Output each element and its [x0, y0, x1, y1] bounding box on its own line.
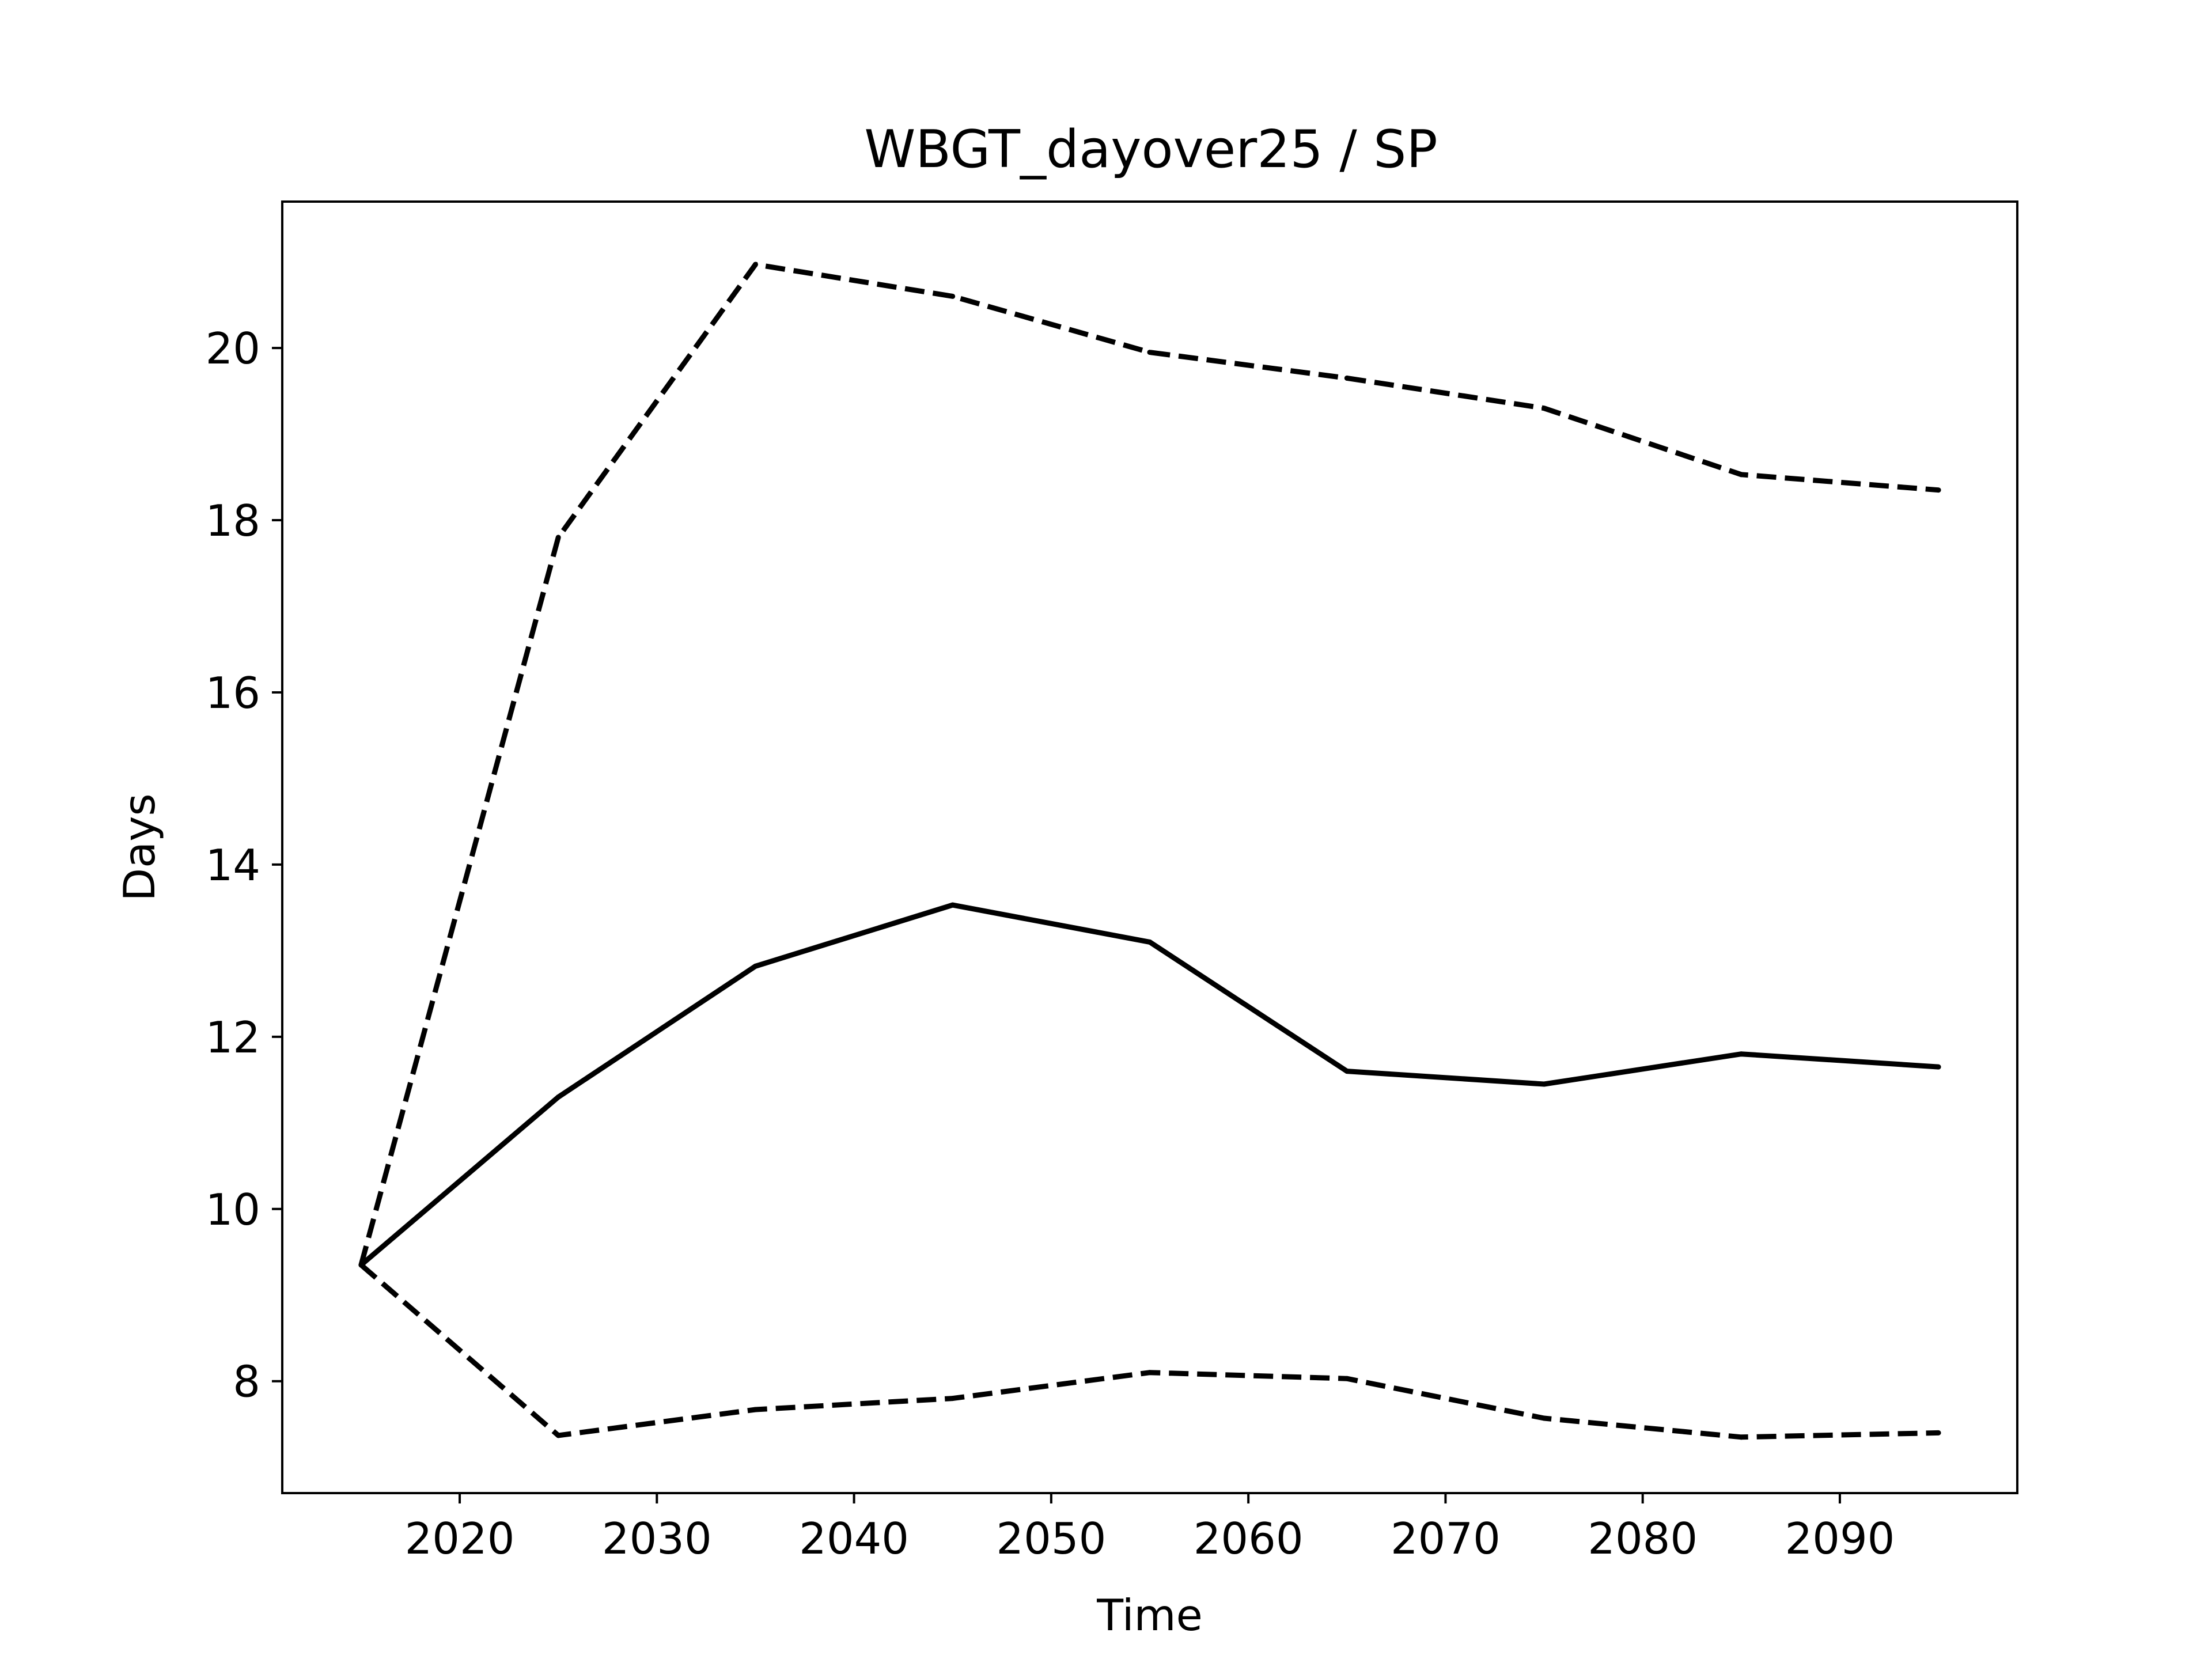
data-point — [1147, 1370, 1153, 1376]
series-line-2 — [358, 262, 1939, 1266]
y-axis-label: Days — [114, 793, 165, 901]
data-point — [1738, 1434, 1744, 1440]
data-point — [1344, 1376, 1350, 1381]
data-point — [1541, 1415, 1547, 1421]
series-line-1 — [359, 902, 1939, 1267]
data-point — [1936, 1430, 1941, 1435]
x-tick-label: 2040 — [799, 1513, 909, 1564]
y-tick-label: 18 — [206, 495, 260, 546]
data-point — [1936, 1064, 1941, 1070]
data-point — [555, 1094, 561, 1100]
series-line-3 — [359, 1263, 1939, 1440]
x-axis-label: Time — [1096, 1590, 1203, 1641]
data-point — [1738, 472, 1744, 478]
data-point — [752, 1407, 758, 1412]
data-point — [358, 1262, 364, 1268]
x-tick-label: 2070 — [1391, 1513, 1501, 1564]
data-point — [752, 262, 758, 267]
y-tick-label: 16 — [206, 668, 260, 718]
x-axis: 2020 2030 2040 2050 2060 2070 2080 2090 — [405, 1493, 1895, 1564]
x-tick-label: 2030 — [602, 1513, 712, 1564]
data-point — [555, 1433, 561, 1438]
data-point — [950, 902, 956, 908]
data-point — [752, 963, 758, 969]
y-axis: 8 10 12 14 16 18 20 — [206, 323, 282, 1407]
data-point — [1541, 406, 1547, 411]
x-tick-label: 2080 — [1588, 1513, 1698, 1564]
chart-title: WBGT_dayover25 / SP — [864, 119, 1437, 180]
data-point — [1541, 1081, 1547, 1087]
data-point — [1936, 487, 1941, 493]
y-tick-label: 10 — [206, 1184, 260, 1235]
y-tick-label: 12 — [206, 1012, 260, 1063]
data-point — [950, 1396, 956, 1402]
y-tick-label: 8 — [233, 1357, 260, 1407]
data-point — [1147, 939, 1153, 945]
series-layer — [358, 262, 1941, 1440]
x-tick-label: 2050 — [996, 1513, 1106, 1564]
y-tick-label: 20 — [206, 323, 260, 374]
data-point — [1738, 1051, 1744, 1057]
plot-frame — [281, 200, 2018, 1494]
x-tick-label: 2060 — [1194, 1513, 1304, 1564]
x-tick-label: 2090 — [1785, 1513, 1895, 1564]
data-point — [555, 535, 561, 540]
data-point — [1147, 350, 1153, 355]
data-point — [1344, 1069, 1350, 1074]
data-point — [1344, 375, 1350, 381]
x-tick-label: 2020 — [405, 1513, 515, 1564]
data-point — [950, 293, 956, 299]
y-tick-label: 14 — [206, 840, 260, 891]
